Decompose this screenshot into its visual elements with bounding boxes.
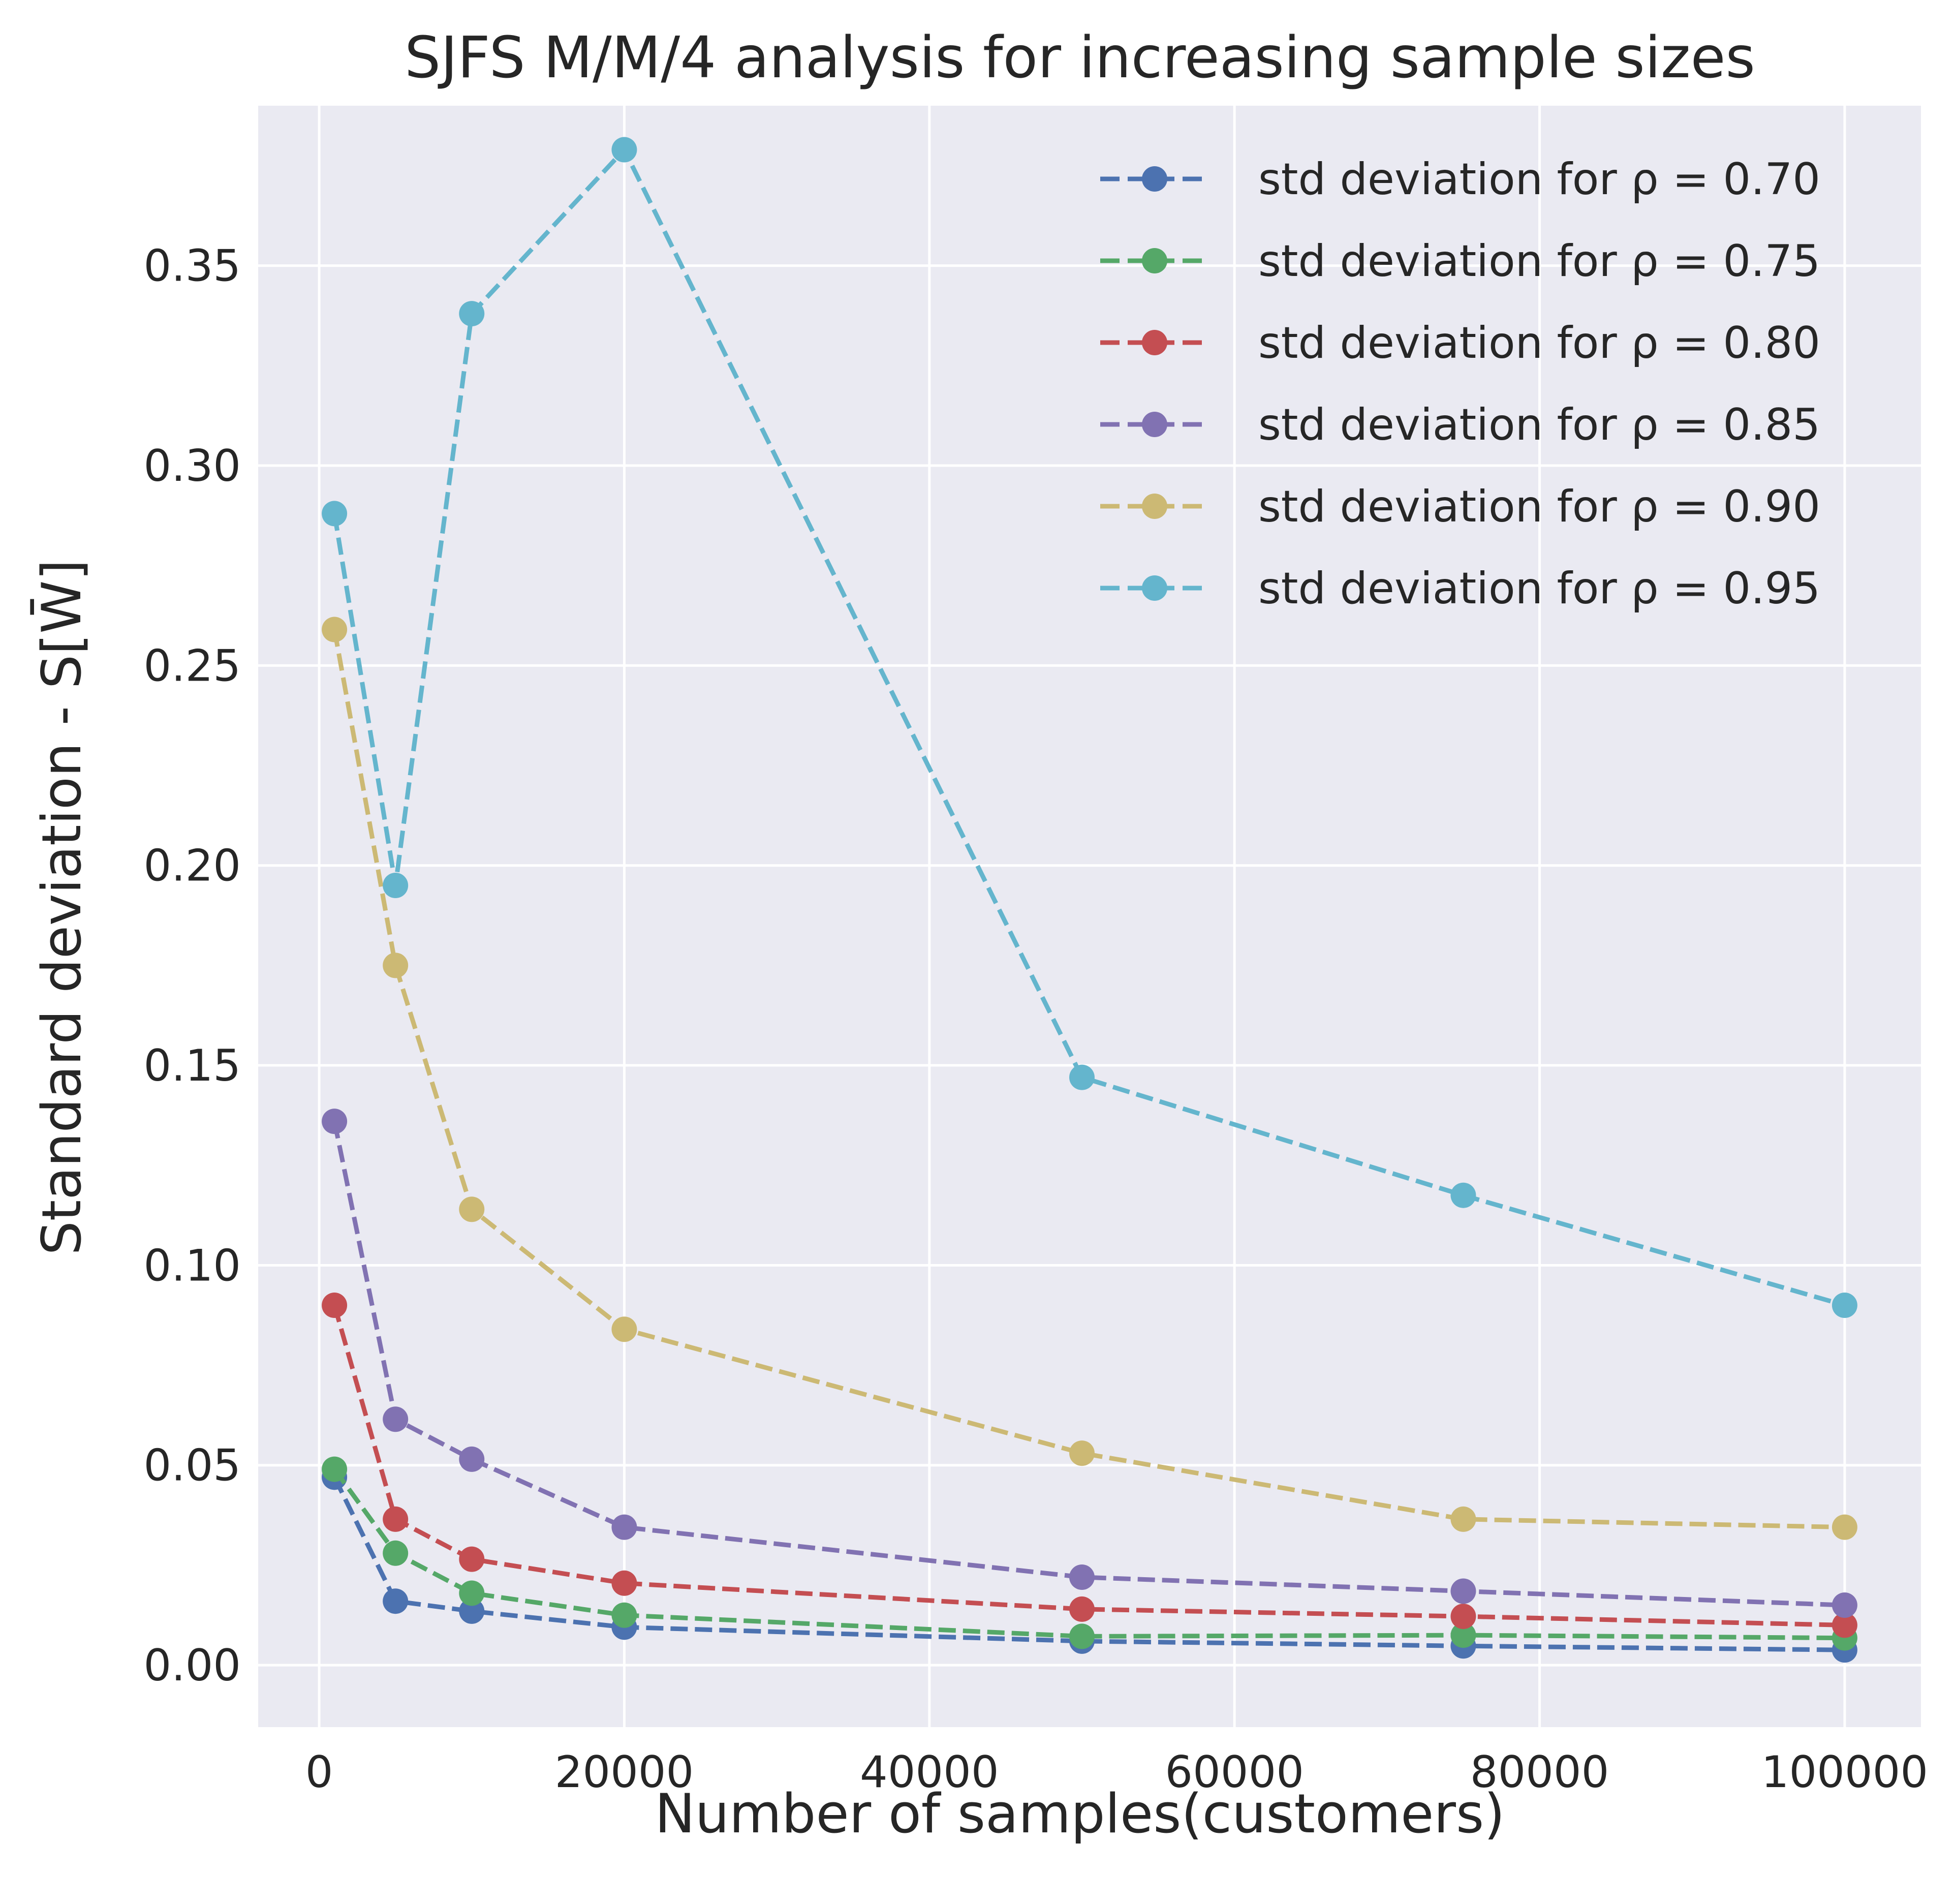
data-point [1069, 1623, 1095, 1649]
legend-item: std deviation for ρ = 0.80 [1100, 318, 1820, 368]
data-point [383, 953, 409, 978]
data-point [1450, 1506, 1476, 1532]
x-tick-label: 40000 [860, 1747, 999, 1798]
legend-label: std deviation for ρ = 0.95 [1258, 563, 1820, 614]
x-tick-labels: 0 20000 40000 60000 80000 100000 [305, 1747, 1928, 1798]
series-1 [322, 1456, 1857, 1651]
legend-marker [1142, 330, 1167, 355]
data-point [1069, 1440, 1095, 1466]
y-tick-label: 0.30 [144, 441, 241, 492]
x-axis-title: Number of samples(customers) [655, 1783, 1505, 1845]
data-point [1069, 1596, 1095, 1622]
data-point [1832, 1612, 1857, 1638]
data-point [459, 301, 485, 327]
y-tick-label: 0.00 [144, 1640, 241, 1691]
data-point [611, 1602, 637, 1628]
data-point [1450, 1622, 1476, 1648]
data-point [1450, 1182, 1476, 1208]
series-group [322, 137, 1857, 1663]
legend-item: std deviation for ρ = 0.95 [1100, 563, 1820, 614]
data-point [611, 1514, 637, 1540]
data-point [1069, 1064, 1095, 1090]
data-point [322, 1109, 348, 1134]
series-3 [322, 1109, 1857, 1618]
data-point [459, 1446, 485, 1472]
y-tick-label: 0.05 [144, 1440, 241, 1491]
legend: std deviation for ρ = 0.70 std deviation … [1100, 154, 1820, 614]
legend-marker [1142, 166, 1167, 192]
x-tick-label: 100000 [1761, 1747, 1928, 1798]
x-tick-label: 20000 [555, 1747, 694, 1798]
y-tick-label: 0.20 [144, 841, 241, 892]
legend-label: std deviation for ρ = 0.85 [1258, 400, 1820, 450]
series-4 [322, 617, 1857, 1540]
chart-title: SJFS M/M/4 analysis for increasing sampl… [405, 25, 1755, 91]
data-point [322, 1293, 348, 1318]
legend-marker [1142, 494, 1167, 519]
data-point [611, 1316, 637, 1342]
legend-marker [1142, 412, 1167, 437]
legend-marker [1142, 575, 1167, 601]
data-point [1450, 1578, 1476, 1604]
y-tick-label: 0.25 [144, 640, 241, 691]
y-tick-label: 0.10 [144, 1240, 241, 1291]
data-point [1832, 1592, 1857, 1618]
data-point [383, 873, 409, 899]
x-tick-label: 60000 [1165, 1747, 1304, 1798]
legend-marker [1142, 248, 1167, 273]
x-tick-label: 0 [305, 1747, 333, 1798]
legend-item: std deviation for ρ = 0.90 [1100, 481, 1820, 532]
data-point [611, 137, 637, 163]
legend-item: std deviation for ρ = 0.85 [1100, 400, 1820, 450]
y-tick-labels: 0.00 0.05 0.10 0.15 0.20 0.25 0.30 0.35 [144, 241, 241, 1691]
series-2 [322, 1293, 1857, 1638]
x-tick-label: 80000 [1470, 1747, 1609, 1798]
data-point [459, 1598, 485, 1624]
data-point [322, 501, 348, 527]
y-tick-label: 0.15 [144, 1040, 241, 1091]
legend-label: std deviation for ρ = 0.70 [1258, 154, 1820, 205]
data-point [1069, 1564, 1095, 1590]
data-point [1832, 1514, 1857, 1540]
legend-item: std deviation for ρ = 0.70 [1100, 154, 1820, 205]
legend-label: std deviation for ρ = 0.90 [1258, 481, 1820, 532]
data-point [322, 1456, 348, 1482]
data-point [383, 1506, 409, 1532]
y-tick-label: 0.35 [144, 241, 241, 292]
data-point [1450, 1604, 1476, 1630]
data-point [459, 1546, 485, 1572]
data-point [383, 1540, 409, 1566]
data-point [322, 617, 348, 642]
grid [258, 106, 1921, 1727]
legend-item: std deviation for ρ = 0.75 [1100, 236, 1820, 287]
data-point [383, 1406, 409, 1432]
legend-label: std deviation for ρ = 0.75 [1258, 236, 1820, 287]
data-point [459, 1580, 485, 1606]
data-point [1832, 1293, 1857, 1318]
data-point [383, 1588, 409, 1614]
series-5 [322, 137, 1857, 1318]
y-axis-title: Standard deviation - S[W̄] [30, 559, 93, 1255]
legend-label: std deviation for ρ = 0.80 [1258, 318, 1820, 368]
data-point [459, 1196, 485, 1222]
data-point [611, 1570, 637, 1596]
